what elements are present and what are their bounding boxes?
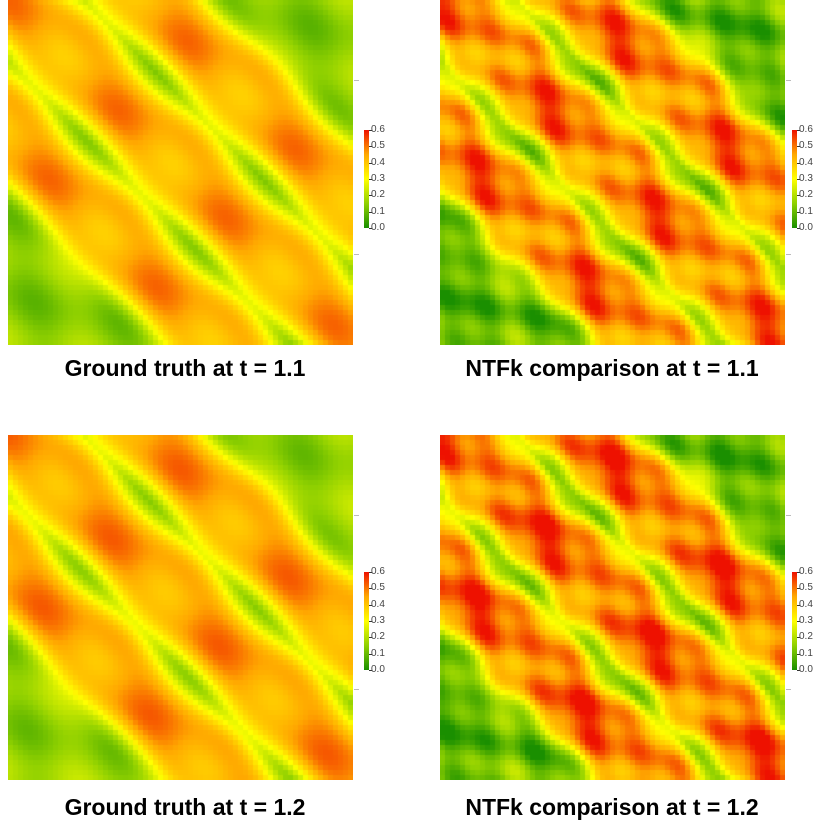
colorbar-tick [369, 637, 372, 639]
colorbar-tick [797, 653, 800, 655]
colorbar-tick [797, 228, 800, 229]
colorbar-tick-label: 0.0 [799, 222, 813, 233]
axis-tick [786, 689, 791, 690]
colorbar-tick-label: 0.1 [371, 647, 385, 659]
colorbar-tick-label: 0.2 [371, 631, 385, 643]
colorbar-tick-label: 0.1 [371, 205, 385, 217]
colorbar-tick [369, 621, 372, 622]
colorbar-tick-label: 0.0 [371, 664, 385, 675]
colorbar-tick [369, 228, 372, 229]
colorbar-tick-label: 0.1 [799, 205, 813, 217]
colorbar-tick [797, 588, 800, 590]
colorbar-tick [797, 162, 800, 164]
colorbar-tick [369, 211, 372, 213]
panel-ground-truth-t11: 0.0 0.1 0.2 0.3 0.4 0.5 0.6 [8, 0, 408, 400]
caption-ntfk-t12: NTFk comparison at t = 1.2 [465, 794, 759, 820]
colorbar [792, 130, 797, 228]
heatmap-ground-truth-t12 [8, 435, 353, 780]
colorbar-tick-label: 0.4 [799, 156, 813, 168]
colorbar-tick-label: 0.4 [799, 598, 813, 610]
colorbar-tick-label: 0.4 [371, 598, 385, 610]
axis-tick [354, 254, 359, 255]
panel-ntfk-t11: 0.0 0.1 0.2 0.3 0.4 0.5 0.6 [440, 0, 817, 400]
colorbar-tick-label: 0.6 [371, 124, 385, 135]
caption-ground-truth-t11: Ground truth at t = 1.1 [64, 355, 306, 381]
colorbar-tick [797, 146, 800, 148]
colorbar-tick-label: 0.3 [799, 615, 813, 626]
colorbar-tick-label: 0.3 [371, 173, 385, 184]
axis-tick [786, 515, 791, 516]
colorbar-tick-label: 0.6 [799, 566, 813, 577]
colorbar-tick [797, 179, 800, 180]
colorbar-tick [797, 637, 800, 639]
axis-tick [786, 254, 791, 255]
colorbar-tick [797, 621, 800, 622]
colorbar-tick-label: 0.6 [371, 566, 385, 577]
colorbar-tick-label: 0.5 [799, 140, 813, 152]
colorbar-tick-label: 0.3 [371, 615, 385, 626]
colorbar-tick [369, 653, 372, 655]
colorbar-tick-label: 0.5 [371, 582, 385, 594]
axis-tick [354, 80, 359, 81]
heatmap-ntfk-t11 [440, 0, 785, 345]
panel-ntfk-t12: 0.0 0.1 0.2 0.3 0.4 0.5 0.6 [440, 435, 817, 835]
colorbar-tick-label: 0.5 [799, 582, 813, 594]
colorbar-tick [369, 179, 372, 180]
caption-ground-truth-t12: Ground truth at t = 1.2 [64, 794, 306, 820]
colorbar-tick-label: 0.0 [799, 664, 813, 675]
colorbar-tick-label: 0.2 [371, 189, 385, 201]
colorbar [364, 130, 369, 228]
colorbar [364, 572, 369, 670]
colorbar-tick [369, 670, 372, 671]
colorbar-tick [797, 604, 800, 606]
colorbar-tick [369, 588, 372, 590]
colorbar-tick [797, 130, 800, 131]
colorbar-tick-label: 0.1 [799, 647, 813, 659]
caption-ntfk-t11: NTFk comparison at t = 1.1 [465, 355, 759, 381]
colorbar-tick [797, 670, 800, 671]
colorbar-tick-label: 0.0 [371, 222, 385, 233]
colorbar-tick-label: 0.5 [371, 140, 385, 152]
axis-tick [354, 689, 359, 690]
colorbar-tick-label: 0.4 [371, 156, 385, 168]
colorbar-tick-label: 0.2 [799, 189, 813, 201]
colorbar [792, 572, 797, 670]
axis-tick [354, 515, 359, 516]
colorbar-tick-label: 0.6 [799, 124, 813, 135]
colorbar-tick-label: 0.2 [799, 631, 813, 643]
colorbar-tick [369, 195, 372, 197]
heatmap-ntfk-t12 [440, 435, 785, 780]
heatmap-ground-truth-t11 [8, 0, 353, 345]
colorbar-tick [797, 211, 800, 213]
colorbar-tick [797, 195, 800, 197]
colorbar-tick-label: 0.3 [799, 173, 813, 184]
colorbar-tick [369, 162, 372, 164]
colorbar-tick [369, 146, 372, 148]
colorbar-tick [797, 572, 800, 573]
colorbar-tick [369, 572, 372, 573]
axis-tick [786, 80, 791, 81]
colorbar-tick [369, 130, 372, 131]
colorbar-tick [369, 604, 372, 606]
panel-ground-truth-t12: 0.0 0.1 0.2 0.3 0.4 0.5 0.6 [8, 435, 408, 835]
